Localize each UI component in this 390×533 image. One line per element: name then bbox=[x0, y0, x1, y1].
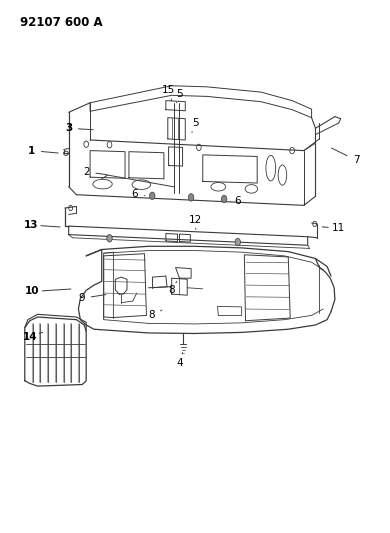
Text: 8: 8 bbox=[168, 286, 175, 295]
Circle shape bbox=[222, 195, 227, 203]
Circle shape bbox=[149, 192, 155, 199]
Text: 13: 13 bbox=[24, 220, 38, 230]
Circle shape bbox=[107, 235, 112, 242]
Text: 5: 5 bbox=[176, 88, 183, 99]
Text: 4: 4 bbox=[177, 358, 184, 368]
Circle shape bbox=[188, 193, 194, 201]
Text: 3: 3 bbox=[65, 123, 72, 133]
Text: 14: 14 bbox=[23, 332, 37, 342]
Text: 12: 12 bbox=[189, 215, 202, 225]
Text: 5: 5 bbox=[192, 118, 198, 128]
Text: 6: 6 bbox=[234, 196, 241, 206]
Text: 9: 9 bbox=[78, 293, 85, 303]
Text: 2: 2 bbox=[83, 167, 89, 177]
Text: 7: 7 bbox=[353, 155, 360, 165]
Text: 8: 8 bbox=[148, 310, 155, 320]
Text: 11: 11 bbox=[332, 223, 345, 233]
Text: 92107 600 A: 92107 600 A bbox=[20, 15, 103, 29]
Text: 1: 1 bbox=[28, 146, 35, 156]
Circle shape bbox=[235, 238, 241, 246]
Text: 15: 15 bbox=[162, 85, 175, 95]
Text: 6: 6 bbox=[131, 189, 138, 199]
Text: 10: 10 bbox=[25, 286, 40, 296]
